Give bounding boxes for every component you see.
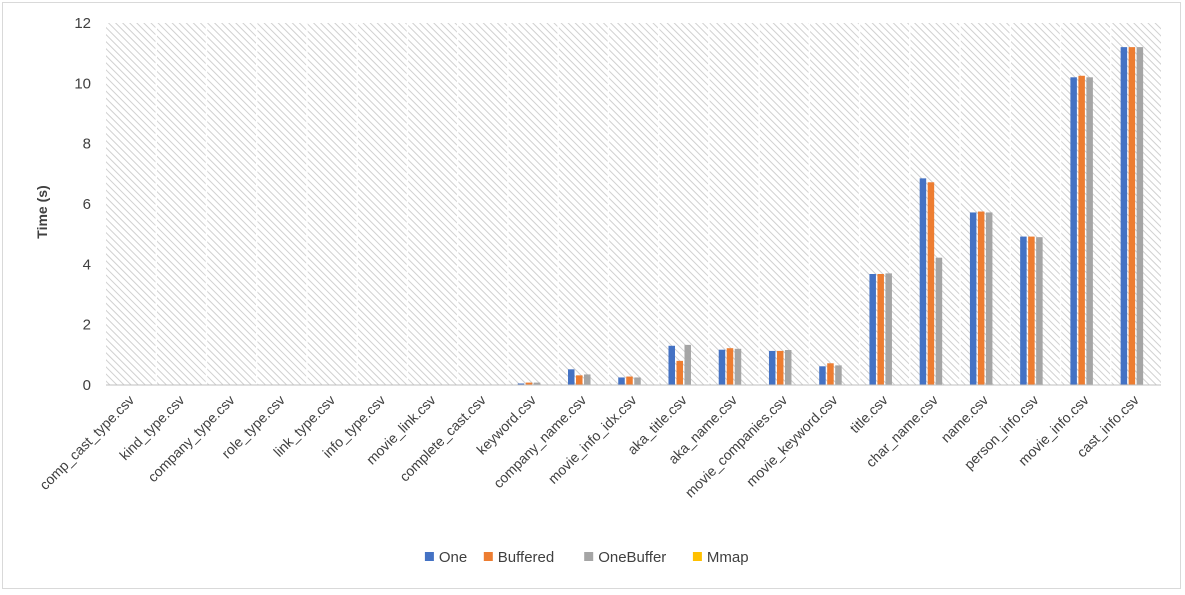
y-axis-title: Time (s) [34,185,50,238]
bar-chart: 0 2 4 6 8 10 12 comp_cast_type.csvkind_type.cs… [3,3,1182,590]
bar-buffered [576,375,583,385]
legend: One Buffered OneBuffer Mmap [425,549,749,566]
bar-buffered [777,351,784,385]
bar-buffered [1129,47,1136,385]
legend-swatch [584,552,593,561]
plot-area [106,23,1161,385]
bar-one [568,369,575,385]
x-tick-label: complete_cast.csv [396,392,489,485]
y-tick-label: 10 [74,75,91,92]
bar-onebuffer [1137,47,1144,385]
legend-swatch [484,552,493,561]
bar-onebuffer [785,350,792,385]
y-tick-label: 6 [83,196,91,213]
x-tick-label: company_name.csv [490,392,589,491]
bar-one [1020,237,1027,385]
y-tick-label: 8 [83,136,91,153]
legend-label: One [439,549,467,566]
bar-onebuffer [835,365,842,385]
x-axis-labels: comp_cast_type.csvkind_type.csvcompany_t… [36,392,1142,501]
legend-label: Buffered [498,549,554,566]
bar-onebuffer [634,377,641,385]
bar-onebuffer [1036,237,1043,385]
bar-buffered [676,361,683,385]
x-tick-label: title.csv [846,392,890,436]
x-tick-label: company_type.csv [144,392,237,485]
bar-one [1121,47,1128,385]
y-tick-label: 0 [83,377,91,394]
bar-one [920,178,927,385]
bar-one [869,274,876,385]
legend-label: OneBuffer [598,549,666,566]
bar-onebuffer [735,349,742,385]
bar-buffered [626,377,633,385]
bar-one [819,366,826,385]
x-tick-label: movie_keyword.csv [743,392,841,490]
bar-onebuffer [684,345,691,385]
bar-one [719,350,726,385]
bar-onebuffer [584,374,591,385]
bar-buffered [877,274,884,385]
x-tick-label: movie_info_idx.csv [545,392,640,487]
legend-swatch [693,552,702,561]
bar-onebuffer [936,258,943,385]
bar-buffered [727,348,734,385]
bar-buffered [978,212,985,385]
y-tick-label: 2 [83,317,91,334]
legend-swatch [425,552,434,561]
bar-onebuffer [986,212,993,385]
bar-one [668,346,675,385]
bar-onebuffer [1086,77,1093,385]
bar-buffered [827,363,834,385]
bar-one [970,212,977,385]
bar-buffered [1028,237,1035,385]
y-axis-ticks: 0 2 4 6 8 10 12 [74,15,91,394]
bar-one [618,377,625,385]
y-tick-label: 12 [74,15,91,32]
x-tick-label: comp_cast_type.csv [36,392,137,493]
bar-one [769,351,776,385]
bar-buffered [1078,76,1085,385]
y-tick-label: 4 [83,256,91,273]
bar-buffered [928,182,935,385]
legend-label: Mmap [707,549,749,566]
bar-one [1070,77,1077,385]
bar-onebuffer [885,273,892,385]
